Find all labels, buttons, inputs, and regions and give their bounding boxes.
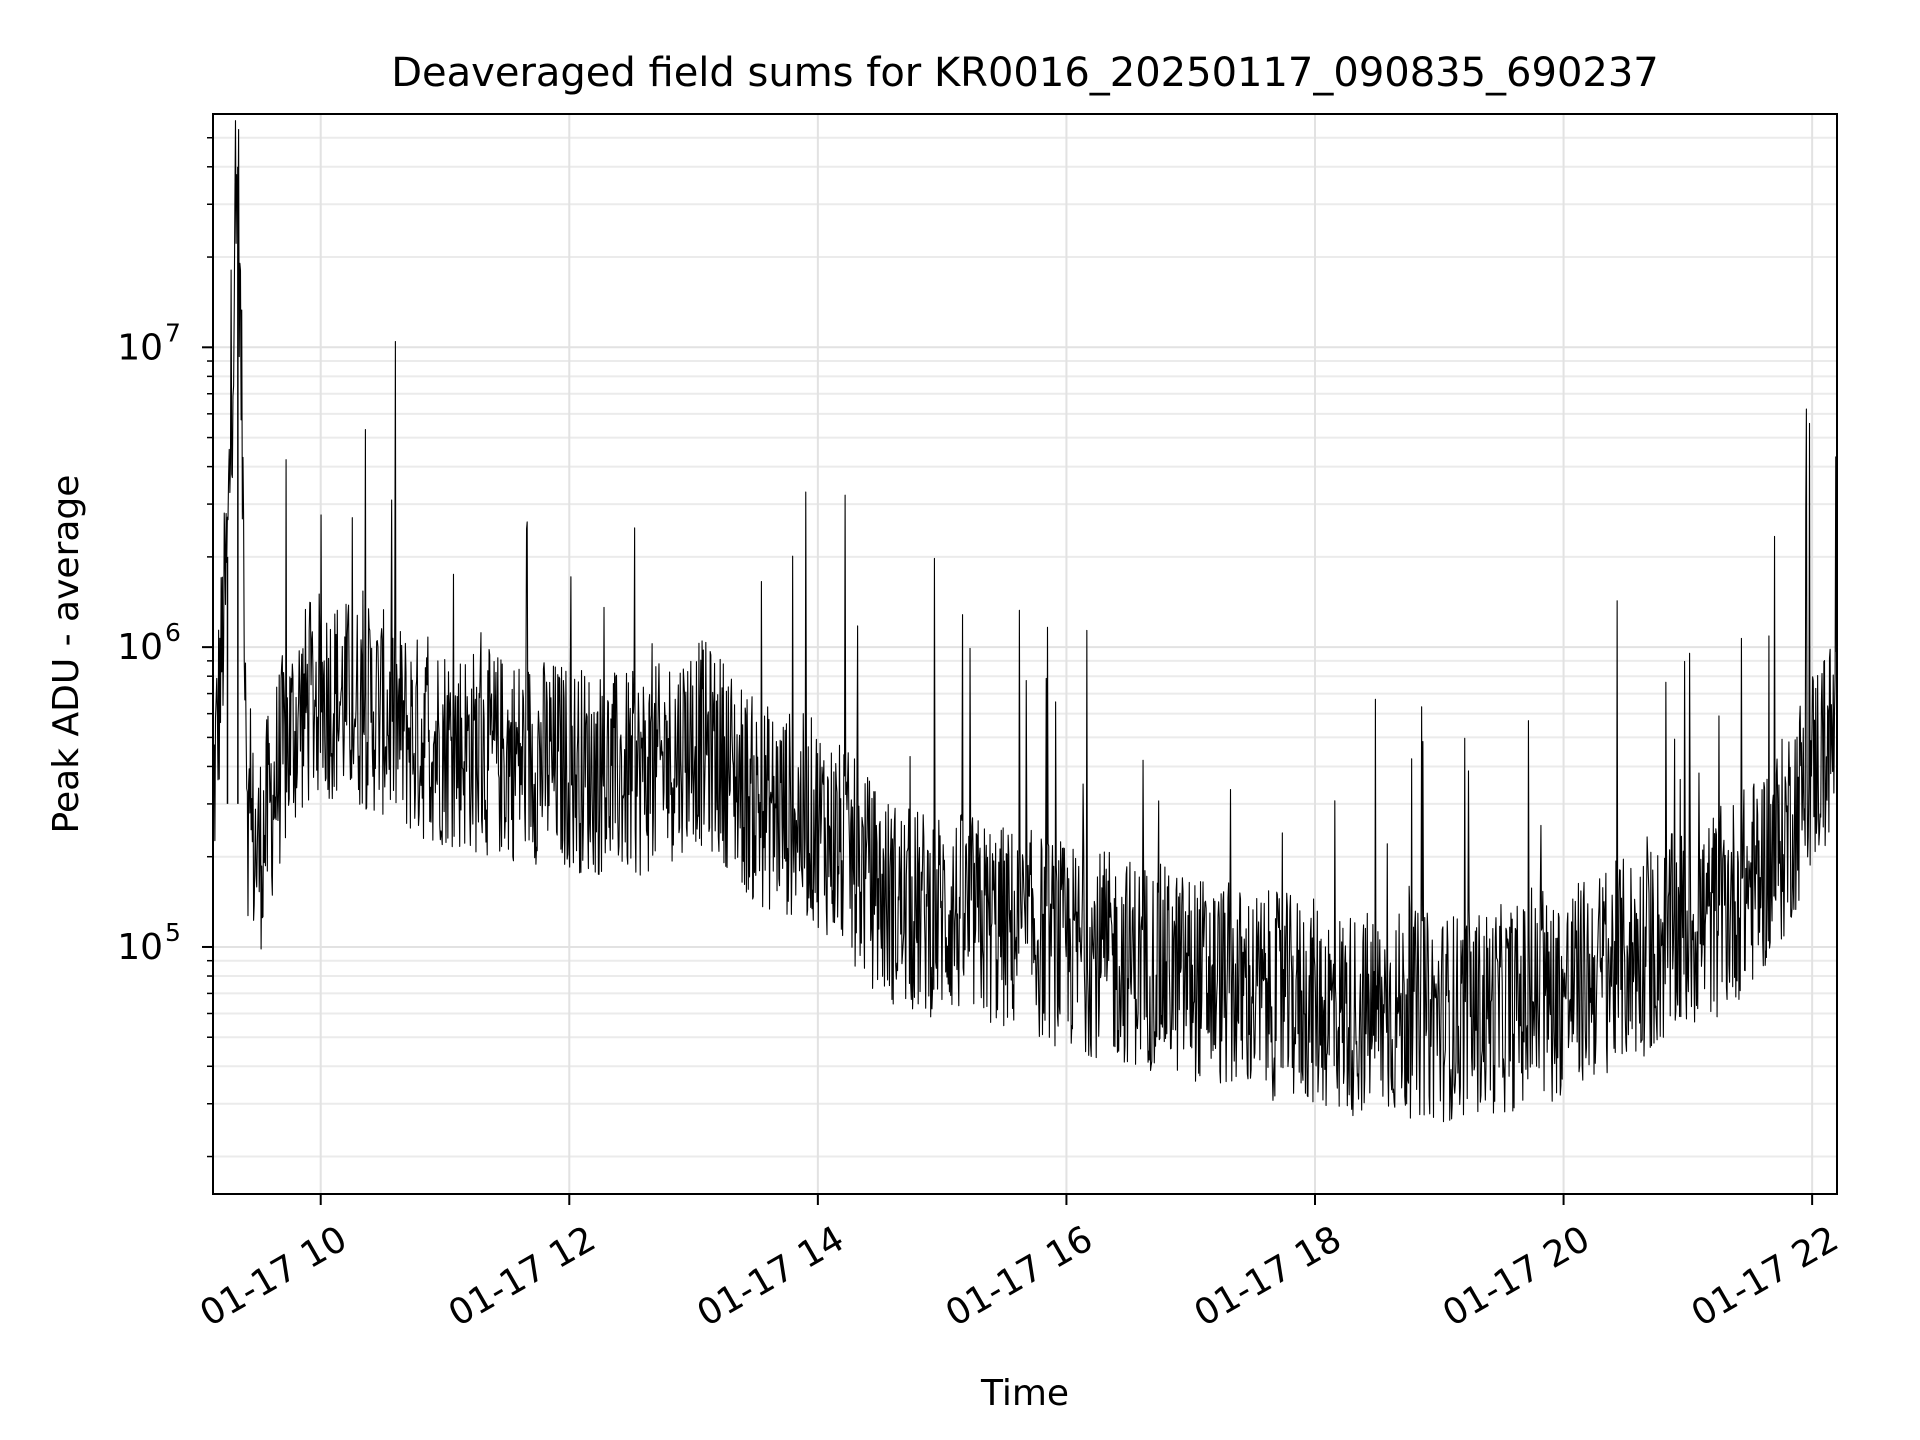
y-tick-exponent: 6 xyxy=(165,618,181,647)
series-line xyxy=(212,120,1838,1123)
y-tick-exponent: 7 xyxy=(165,318,181,347)
grid xyxy=(213,114,1837,1194)
x-axis-label: Time xyxy=(980,1373,1069,1414)
x-tick-label: 01-17 22 xyxy=(1685,1218,1846,1334)
x-tick-label: 01-17 16 xyxy=(939,1218,1100,1334)
y-axis-label: Peak ADU - average xyxy=(46,475,87,834)
series-layer xyxy=(212,120,1838,1123)
x-tick-label: 01-17 20 xyxy=(1436,1218,1597,1334)
chart-title: Deaveraged field sums for KR0016_2025011… xyxy=(391,50,1659,96)
y-tick-label: 10 xyxy=(117,627,163,668)
x-tick-label: 01-17 12 xyxy=(442,1218,603,1334)
y-tick-label: 10 xyxy=(117,327,163,368)
x-tick-label: 01-17 18 xyxy=(1188,1218,1349,1334)
y-tick-exponent: 5 xyxy=(165,918,181,947)
x-tick-label: 01-17 10 xyxy=(193,1218,354,1334)
x-tick-label: 01-17 14 xyxy=(690,1218,851,1334)
plot-frame xyxy=(212,113,1838,1195)
y-tick-label: 10 xyxy=(117,927,163,968)
